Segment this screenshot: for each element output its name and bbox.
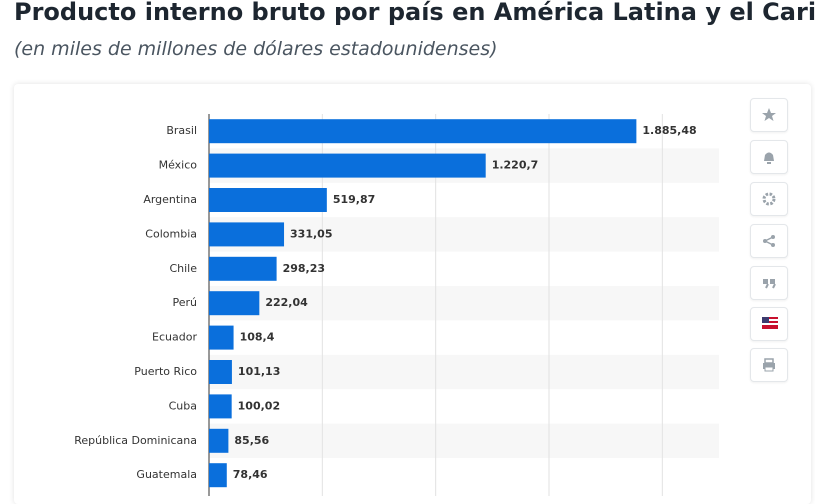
favorite-button[interactable] <box>750 98 788 132</box>
data-label: 519,87 <box>333 193 375 206</box>
y-tick-label: Brasil <box>166 124 197 137</box>
data-label: 85,56 <box>234 434 269 447</box>
share-button[interactable] <box>750 224 788 258</box>
row-stripe <box>209 423 719 458</box>
settings-button[interactable] <box>750 182 788 216</box>
data-label: 78,46 <box>233 468 268 481</box>
notification-button[interactable] <box>750 140 788 174</box>
bar <box>209 463 227 488</box>
row-stripe <box>209 354 719 390</box>
subtitle: (en miles de millones de dólares estadou… <box>14 38 498 60</box>
bar <box>209 256 277 281</box>
y-tick-label: Cuba <box>169 399 197 412</box>
data-label: 1.220,7 <box>492 159 539 172</box>
y-tick-label: Ecuador <box>152 331 197 344</box>
bar <box>209 188 327 212</box>
language-button[interactable] <box>750 307 788 341</box>
data-label: 101,13 <box>238 365 280 378</box>
data-label: 298,23 <box>283 262 325 275</box>
y-tick-label: Perú <box>172 296 197 309</box>
data-label: 222,04 <box>265 296 308 309</box>
bar <box>209 428 229 453</box>
row-stripe <box>209 217 719 252</box>
y-tick-label: Chile <box>169 262 197 275</box>
bar <box>209 325 234 350</box>
data-label: 108,4 <box>240 331 275 344</box>
title: Producto interno bruto por país en Améri… <box>14 0 815 26</box>
y-tick-label: Guatemala <box>136 468 197 481</box>
bar <box>209 360 232 384</box>
y-tick-label: Argentina <box>143 193 197 206</box>
bar <box>209 153 486 178</box>
bar <box>209 394 232 419</box>
row-stripe <box>209 286 719 321</box>
print-button[interactable] <box>750 348 788 382</box>
y-tick-label: Puerto Rico <box>134 365 197 378</box>
data-label: 331,05 <box>290 227 332 240</box>
data-label: 100,02 <box>238 399 280 412</box>
y-tick-label: Colombia <box>145 227 197 240</box>
data-label: 1.885,48 <box>642 124 696 137</box>
bar <box>209 222 285 247</box>
bar <box>209 291 260 316</box>
y-tick-label: República Dominicana <box>74 434 197 447</box>
cite-button[interactable] <box>750 266 788 300</box>
y-tick-label: México <box>159 159 198 172</box>
bar <box>209 119 637 144</box>
